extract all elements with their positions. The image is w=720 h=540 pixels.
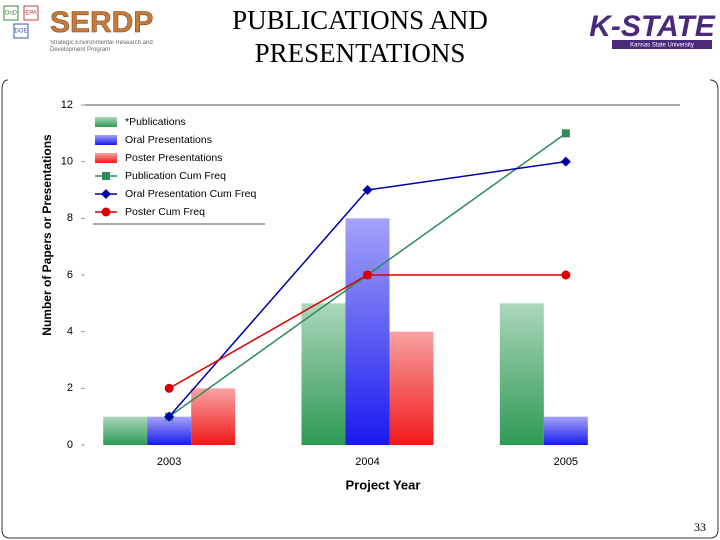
marker <box>164 411 175 422</box>
logo-serdp: SERDP <box>50 6 153 39</box>
marker <box>164 383 174 393</box>
marker <box>101 207 111 217</box>
marker <box>102 172 110 180</box>
legend-swatch <box>95 135 117 145</box>
legend-label: Poster Cum Freq <box>125 206 205 218</box>
logo-sub-text: Strategic Environmental Research and Dev… <box>50 40 153 53</box>
bar <box>103 416 148 445</box>
legend-label: Oral Presentation Cum Freq <box>125 188 256 200</box>
y-tick-label: 0 <box>67 439 73 451</box>
marker <box>101 189 111 199</box>
badge <box>23 5 39 21</box>
y-axis-label: Number of Papers or Presentations <box>40 134 54 336</box>
badge-text: DOE <box>14 29 27 35</box>
y-tick-label: 10 <box>61 156 73 168</box>
slide-frame <box>1 79 719 539</box>
bar <box>543 416 588 445</box>
y-tick-label: 2 <box>67 382 73 394</box>
badge <box>3 5 19 21</box>
y-tick-label: 6 <box>67 269 73 281</box>
marker <box>561 129 570 138</box>
badge <box>13 23 29 39</box>
bar <box>191 388 236 445</box>
y-tick-label: 8 <box>67 212 73 224</box>
logo-sub: Strategic Environmental Research and Dev… <box>50 40 153 53</box>
page-number: 33 <box>694 520 706 534</box>
logo-band <box>612 40 712 49</box>
x-tick-label: 2005 <box>554 456 578 468</box>
legend-label: Publication Cum Freq <box>125 170 226 182</box>
legend-label: *Publications <box>125 116 186 128</box>
marker <box>363 270 372 280</box>
badge-text: EPA <box>25 11 37 17</box>
x-axis-label: Project Year <box>346 477 421 492</box>
marker <box>561 270 571 280</box>
bar <box>389 331 434 445</box>
legend-swatch <box>95 117 117 127</box>
badge-text: DoD <box>5 11 18 17</box>
legend-label: Oral Presentations <box>125 134 212 146</box>
logo-kstate: K-STATE <box>589 10 716 43</box>
logo-kstate-sub: Kansas State University <box>630 43 694 49</box>
y-tick-label: 12 <box>61 99 73 111</box>
bar <box>345 218 390 445</box>
legend-label: Poster Presentations <box>125 152 222 164</box>
marker <box>560 156 571 167</box>
bar <box>499 303 544 445</box>
x-tick-label: 2003 <box>157 456 181 468</box>
x-tick-label: 2004 <box>355 456 379 468</box>
legend-swatch <box>95 153 117 163</box>
slide-title: PUBLICATIONS AND PRESENTATIONS <box>232 5 488 68</box>
marker <box>362 185 373 195</box>
bar <box>301 303 346 445</box>
y-tick-label: 4 <box>67 326 73 338</box>
